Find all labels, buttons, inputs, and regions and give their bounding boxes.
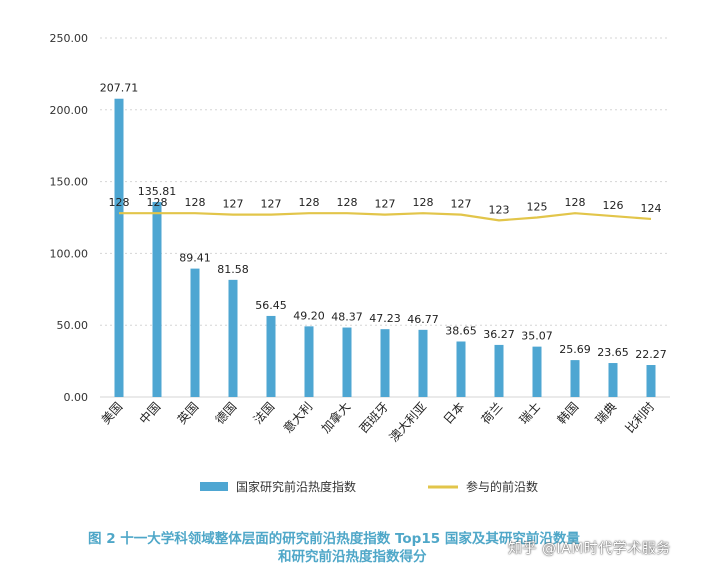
bar-data-label: 38.65 bbox=[445, 324, 477, 337]
line-data-label: 128 bbox=[147, 196, 168, 209]
bar bbox=[228, 279, 238, 397]
bar-data-label: 25.69 bbox=[559, 343, 591, 356]
line-data-label: 125 bbox=[527, 201, 548, 214]
y-tick-label: 250.00 bbox=[50, 32, 89, 45]
line-data-label: 127 bbox=[451, 198, 472, 211]
x-tick-label: 瑞士 bbox=[517, 400, 543, 427]
legend-label-line: 参与的前沿数 bbox=[466, 479, 538, 494]
bar bbox=[570, 360, 580, 397]
caption-line-2: 和研究前沿热度指数得分 bbox=[278, 549, 427, 565]
bar-data-label: 36.27 bbox=[483, 328, 515, 341]
bar-data-label: 135.81 bbox=[138, 185, 177, 198]
bar bbox=[494, 344, 504, 397]
line-data-label: 128 bbox=[299, 196, 320, 209]
bar bbox=[646, 365, 656, 397]
line-data-label: 127 bbox=[223, 198, 244, 211]
series-line bbox=[119, 212, 652, 222]
x-tick-label: 英国 bbox=[175, 400, 201, 427]
line-data-label: 128 bbox=[413, 196, 434, 209]
line-data-label: 126 bbox=[603, 199, 624, 212]
y-tick-label: 200.00 bbox=[50, 104, 89, 117]
bar-data-label: 22.27 bbox=[635, 348, 667, 361]
x-tick-label: 美国 bbox=[99, 400, 125, 427]
line-data-label: 128 bbox=[185, 196, 206, 209]
x-tick-label: 比利时 bbox=[623, 400, 658, 436]
x-tick-label: 加拿大 bbox=[318, 399, 353, 436]
bar bbox=[342, 327, 352, 397]
bar-data-label: 89.41 bbox=[179, 252, 211, 265]
bar bbox=[304, 326, 314, 397]
y-tick-label: 50.00 bbox=[57, 319, 89, 332]
x-tick-label: 荷兰 bbox=[479, 400, 505, 427]
line-data-label: 127 bbox=[375, 198, 396, 211]
legend-label-bars: 国家研究前沿热度指数 bbox=[236, 479, 356, 494]
bar bbox=[152, 201, 162, 397]
bar-data-label: 207.71 bbox=[100, 82, 139, 95]
bar bbox=[190, 268, 200, 397]
bar-data-label: 47.23 bbox=[369, 312, 401, 325]
x-tick-label: 中国 bbox=[136, 399, 163, 427]
line-data-label: 128 bbox=[337, 196, 358, 209]
bar-data-label: 23.65 bbox=[597, 346, 629, 359]
legend-swatch-bars bbox=[200, 482, 228, 491]
bar-data-label: 35.07 bbox=[521, 330, 553, 343]
line-data-label: 128 bbox=[109, 196, 130, 209]
bar-data-label: 49.20 bbox=[293, 309, 325, 322]
x-tick-label: 德国 bbox=[212, 399, 239, 427]
bar-data-label: 46.77 bbox=[407, 313, 439, 326]
x-tick-label: 澳大利亚 bbox=[387, 400, 430, 445]
x-tick-label: 日本 bbox=[441, 400, 467, 427]
x-tick-label: 韩国 bbox=[554, 399, 581, 427]
x-tick-label: 西班牙 bbox=[357, 400, 392, 436]
bar bbox=[266, 315, 276, 397]
y-tick-label: 0.00 bbox=[64, 391, 89, 404]
x-tick-label: 瑞典 bbox=[593, 400, 619, 427]
bar-data-label: 81.58 bbox=[217, 263, 249, 276]
line-data-label: 127 bbox=[261, 198, 282, 211]
bar bbox=[456, 341, 466, 397]
bar-data-label: 48.37 bbox=[331, 311, 363, 324]
bar bbox=[608, 363, 618, 397]
line-data-label: 123 bbox=[489, 203, 510, 216]
y-tick-label: 150.00 bbox=[50, 176, 89, 189]
x-tick-label: 意大利 bbox=[280, 399, 315, 436]
bar bbox=[532, 346, 542, 397]
line-data-label: 128 bbox=[565, 196, 586, 209]
bar bbox=[114, 98, 124, 397]
bar bbox=[418, 329, 428, 397]
figure-caption: 图 2 十一大学科领域整体层面的研究前沿热度指数 Top15 国家及其研究前沿数… bbox=[88, 530, 688, 566]
bar bbox=[380, 329, 390, 397]
bar-data-label: 56.45 bbox=[255, 299, 287, 312]
caption-line-1: 图 2 十一大学科领域整体层面的研究前沿热度指数 Top15 国家及其研究前沿数… bbox=[88, 531, 580, 547]
watermark: 知乎 @IAM时代学术服务 bbox=[508, 541, 671, 557]
x-tick-label: 法国 bbox=[251, 400, 277, 427]
y-tick-label: 100.00 bbox=[50, 247, 89, 260]
line-data-label: 124 bbox=[641, 202, 662, 215]
